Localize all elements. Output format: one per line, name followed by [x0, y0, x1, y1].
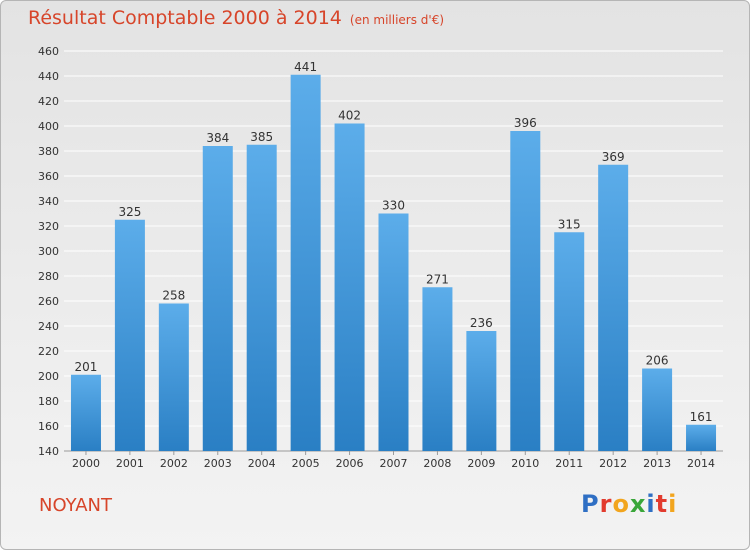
logo-letter: r: [599, 490, 613, 518]
bar: [378, 213, 409, 451]
x-tick-label: 2003: [204, 457, 232, 470]
data-label: 369: [602, 150, 625, 164]
data-label: 161: [690, 410, 713, 424]
logo-letter: t: [655, 490, 669, 518]
y-tick-label: 440: [38, 70, 59, 83]
logo-letter: i: [668, 490, 678, 518]
chart-title-unit: (en milliers d'€): [349, 13, 445, 27]
x-tick-label: 2009: [467, 457, 495, 470]
y-tick-label: 160: [38, 420, 59, 433]
bar: [246, 144, 277, 451]
y-tick-label: 340: [38, 195, 59, 208]
bar: [158, 303, 189, 451]
x-tick-label: 2004: [248, 457, 276, 470]
data-label: 271: [426, 272, 449, 286]
x-tick-label: 2006: [336, 457, 364, 470]
x-tick-label: 2000: [72, 457, 100, 470]
y-tick-label: 180: [38, 395, 59, 408]
logo-letter: P: [581, 490, 600, 518]
data-label: 385: [250, 130, 273, 144]
x-tick-label: 2007: [380, 457, 408, 470]
x-tick-label: 2014: [687, 457, 715, 470]
x-tick-label: 2011: [555, 457, 583, 470]
data-label: 330: [382, 199, 405, 213]
bar: [334, 123, 365, 451]
data-label: 258: [162, 289, 185, 303]
chart-title: Résultat Comptable 2000 à 2014 (en millie…: [28, 7, 444, 29]
bar: [598, 164, 629, 451]
logo-letter: x: [629, 490, 647, 518]
x-tick-label: 2001: [116, 457, 144, 470]
logo-letter: o: [612, 490, 630, 518]
y-tick-label: 300: [38, 245, 59, 258]
data-label: 236: [470, 316, 493, 330]
data-label: 315: [558, 217, 581, 231]
data-label: 396: [514, 116, 537, 130]
y-tick-label: 460: [38, 45, 59, 58]
x-tick-label: 2002: [160, 457, 188, 470]
y-tick-label: 280: [38, 270, 59, 283]
bar: [202, 146, 233, 451]
x-tick-label: 2012: [599, 457, 627, 470]
x-tick-label: 2013: [643, 457, 671, 470]
bar: [114, 219, 145, 451]
chart-title-main: Résultat Comptable 2000 à 2014: [28, 7, 342, 29]
proxiti-logo: Proxiti: [581, 490, 677, 518]
data-label: 441: [294, 60, 317, 74]
y-tick-label: 260: [38, 295, 59, 308]
bar: [422, 287, 453, 451]
y-tick-label: 140: [38, 445, 59, 458]
y-tick-label: 200: [38, 370, 59, 383]
y-tick-label: 220: [38, 345, 59, 358]
x-tick-label: 2008: [423, 457, 451, 470]
y-tick-label: 360: [38, 170, 59, 183]
data-label: 201: [75, 360, 98, 374]
bar: [686, 424, 717, 451]
bar: [554, 232, 585, 451]
y-tick-label: 400: [38, 120, 59, 133]
y-tick-label: 320: [38, 220, 59, 233]
x-tick-label: 2005: [292, 457, 320, 470]
place-name: NOYANT: [39, 495, 113, 516]
data-label: 325: [118, 205, 141, 219]
data-label: 384: [206, 131, 229, 145]
y-tick-label: 240: [38, 320, 59, 333]
logo-letter: i: [646, 490, 656, 518]
bar: [70, 374, 101, 451]
y-tick-label: 380: [38, 145, 59, 158]
bar: [466, 331, 497, 451]
bar: [510, 131, 541, 451]
x-tick-label: 2010: [511, 457, 539, 470]
bar: [642, 368, 673, 451]
y-tick-label: 420: [38, 95, 59, 108]
bar: [290, 74, 321, 451]
data-label: 402: [338, 109, 361, 123]
data-label: 206: [646, 354, 669, 368]
